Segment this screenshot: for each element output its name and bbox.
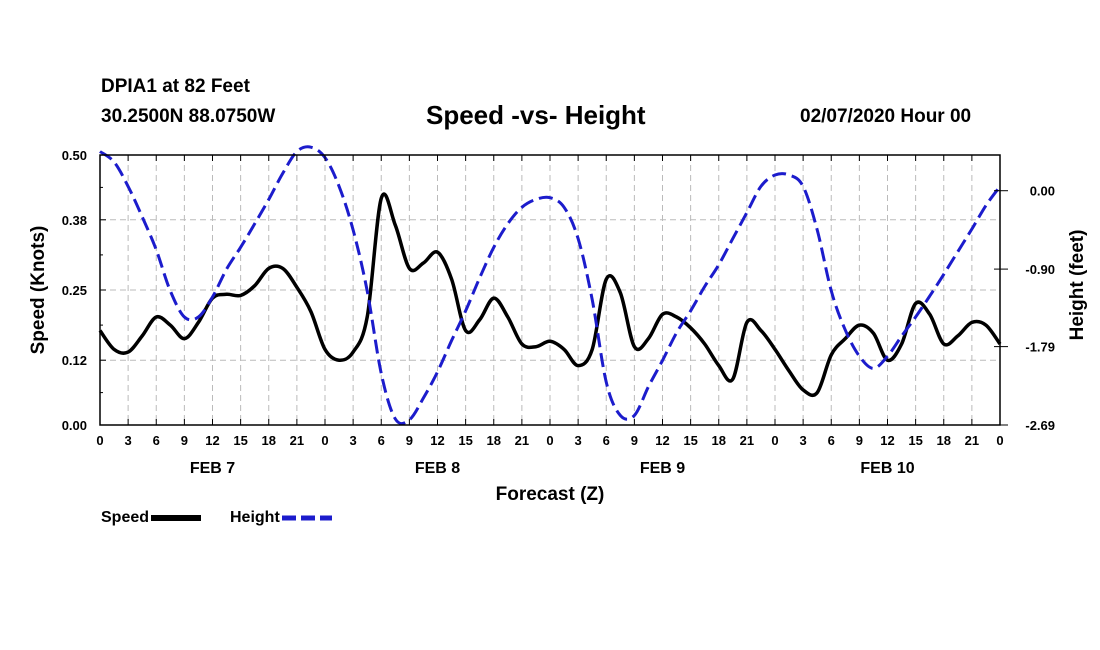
y2-tick-label: -1.79 — [1025, 340, 1055, 355]
x-tick-label: 15 — [683, 433, 697, 448]
ticks — [99, 154, 1008, 426]
y-tick-label: 0.25 — [62, 283, 87, 298]
x-tick-label: 9 — [631, 433, 638, 448]
x-tick-label: 15 — [458, 433, 472, 448]
x-tick-label: 18 — [487, 433, 501, 448]
x-tick-label: 3 — [800, 433, 807, 448]
tick-labels: 0 3 6 9 12 15 18 21 0 3 6 9 12 15 18 21 0 3 6 9 12 15 18 21 0 3 6 9… — [62, 148, 1055, 477]
y-axis-title: Speed (Knots) — [28, 226, 49, 355]
x-tick-label: 9 — [856, 433, 863, 448]
x-tick-label: 3 — [575, 433, 582, 448]
x-tick-label: 3 — [350, 433, 357, 448]
grid — [100, 155, 1000, 425]
x-tick-label: 6 — [828, 433, 835, 448]
x-tick-label: 3 — [125, 433, 132, 448]
x-tick-label: 6 — [603, 433, 610, 448]
legend-speed-swatch — [151, 515, 202, 521]
x-tick-label: 9 — [406, 433, 413, 448]
x-tick-label: 18 — [262, 433, 276, 448]
x-tick-label: 15 — [908, 433, 922, 448]
x-tick-label: 0 — [996, 433, 1003, 448]
series-height-line — [99, 145, 1002, 426]
x-tick-label: 12 — [430, 433, 444, 448]
x-tick-label: 0 — [96, 433, 103, 448]
x-tick-label: 0 — [321, 433, 328, 448]
day-label: FEB 8 — [415, 460, 460, 477]
legend-height-swatch — [281, 515, 332, 521]
y2-axis-title: Height (feet) — [1067, 230, 1088, 341]
day-label: FEB 10 — [860, 460, 914, 477]
y2-tick-label: -0.90 — [1025, 262, 1055, 277]
y-tick-label: 0.38 — [62, 213, 87, 228]
x-tick-label: 6 — [153, 433, 160, 448]
x-tick-label: 0 — [546, 433, 553, 448]
x-tick-label: 18 — [712, 433, 726, 448]
x-tick-label: 12 — [880, 433, 894, 448]
y2-tick-label: 0.00 — [1030, 184, 1055, 199]
x-tick-label: 15 — [233, 433, 247, 448]
x-tick-label: 0 — [771, 433, 778, 448]
legend-height-label: Height — [230, 509, 280, 526]
y-tick-label: 0.50 — [62, 148, 87, 163]
x-tick-label: 12 — [205, 433, 219, 448]
x-tick-label: 21 — [290, 433, 304, 448]
x-tick-label: 21 — [965, 433, 979, 448]
x-tick-label: 6 — [378, 433, 385, 448]
x-tick-label: 9 — [181, 433, 188, 448]
legend-speed: Speed — [101, 509, 203, 527]
chart-title: Speed -vs- Height — [426, 100, 646, 130]
series-layer — [98, 145, 1002, 426]
x-axis-title: Forecast (Z) — [496, 484, 605, 505]
coordinates-label: 30.2500N 88.0750W — [101, 106, 276, 127]
y-tick-label: 0.12 — [62, 353, 87, 368]
forecast-datestamp: 02/07/2020 Hour 00 — [800, 106, 972, 127]
x-tick-label: 21 — [740, 433, 754, 448]
x-tick-label: 12 — [655, 433, 669, 448]
y2-tick-label: -2.69 — [1025, 418, 1055, 433]
day-label: FEB 7 — [190, 460, 235, 477]
legend-height: Height — [230, 509, 334, 527]
x-tick-label: 21 — [515, 433, 529, 448]
legend-speed-label: Speed — [101, 509, 150, 526]
x-tick-label: 18 — [937, 433, 951, 448]
station-label: DPIA1 at 82 Feet — [101, 76, 250, 97]
day-label: FEB 9 — [640, 460, 685, 477]
y-tick-label: 0.00 — [62, 418, 87, 433]
